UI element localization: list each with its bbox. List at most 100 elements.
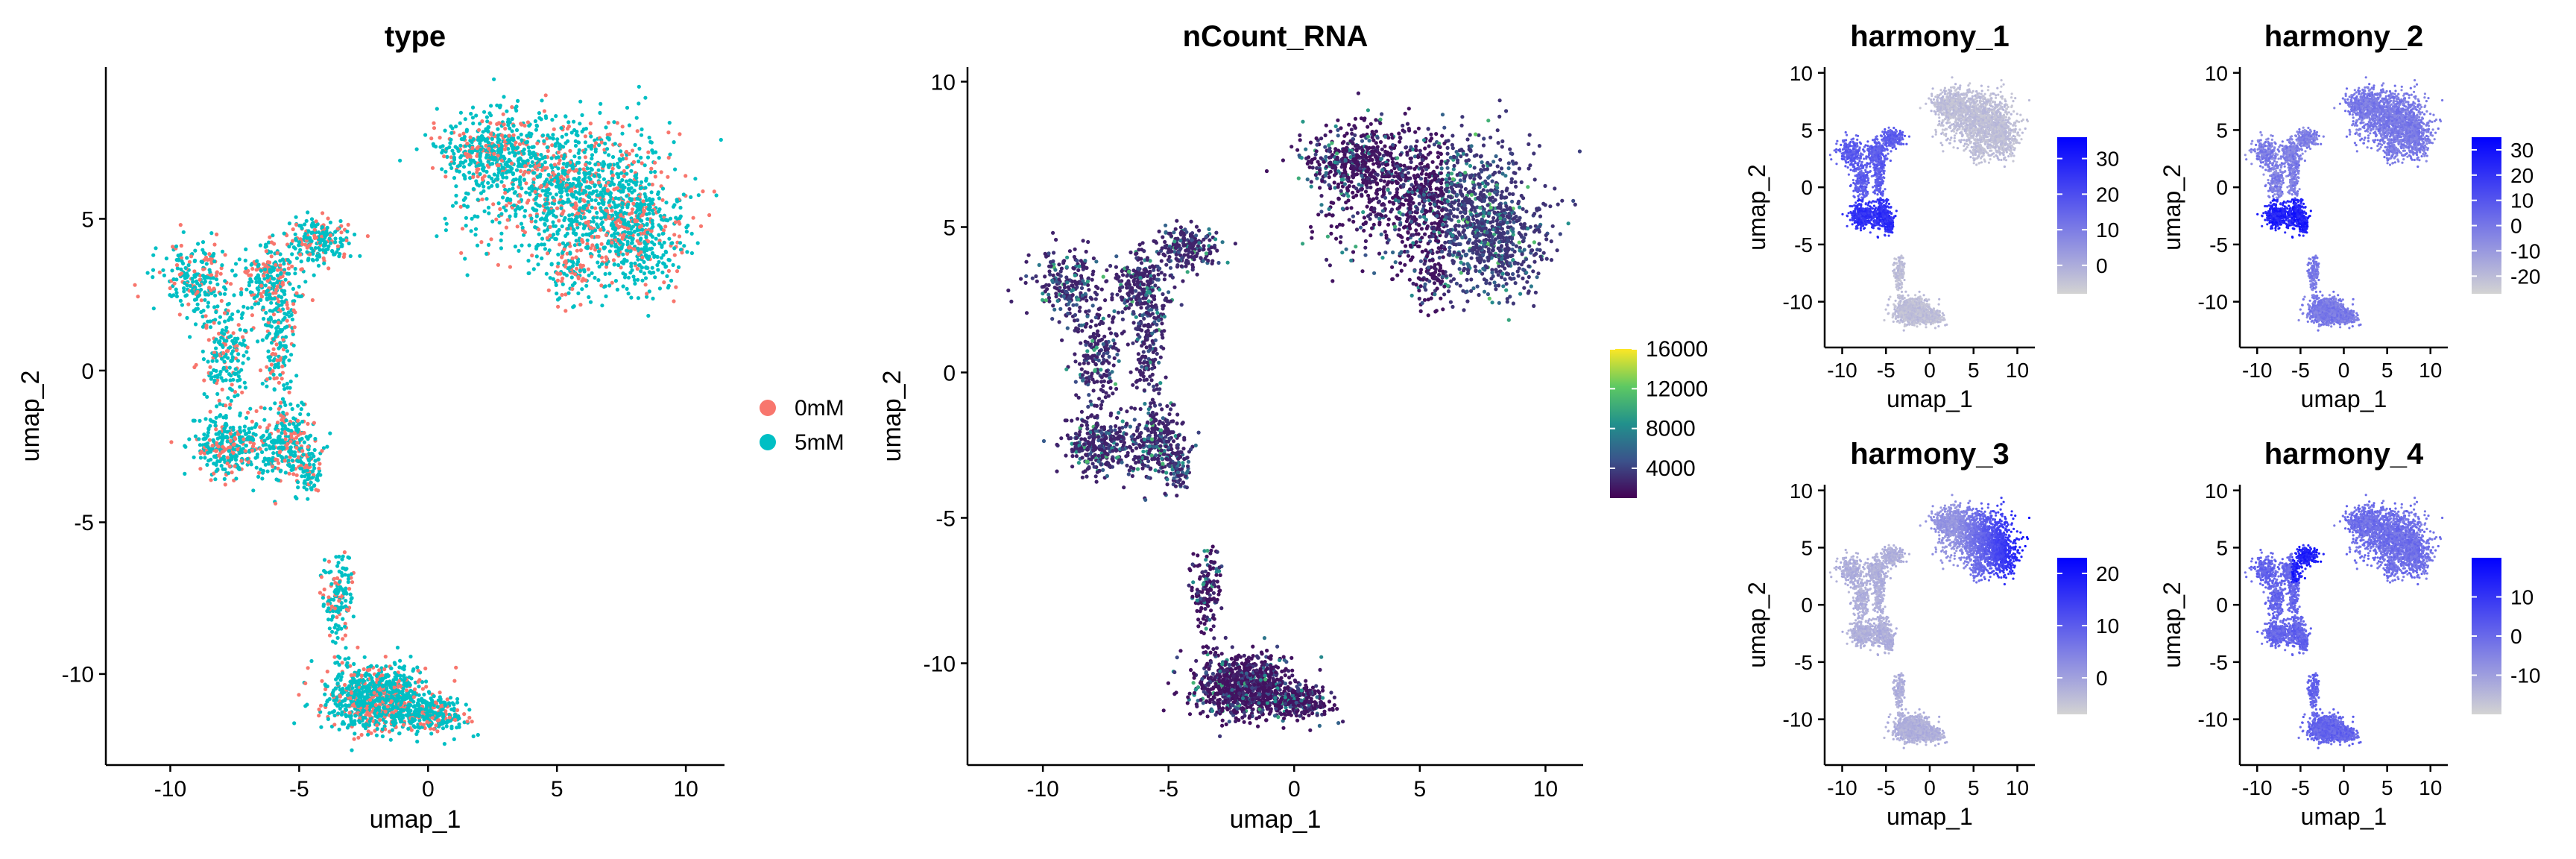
cell-point [197, 437, 201, 441]
cell-point [454, 184, 458, 188]
cell-point [336, 245, 340, 248]
cell-point [590, 180, 594, 184]
cell-point [574, 255, 578, 259]
cell-point [555, 271, 559, 275]
cell-point [382, 667, 386, 671]
cell-point [476, 146, 479, 150]
cell-point [247, 460, 250, 464]
cell-point [582, 268, 586, 271]
cell-point [643, 271, 646, 275]
cell-point [672, 263, 675, 267]
cell-point [362, 700, 366, 704]
cell-point [564, 216, 567, 220]
cell-point [334, 631, 338, 635]
cell-point [575, 215, 578, 218]
cell-point [273, 297, 277, 301]
cell-point [333, 236, 337, 240]
cell-point [558, 147, 561, 151]
cell-point [587, 274, 591, 277]
cell-point [532, 154, 536, 157]
cell-point [271, 444, 275, 448]
cell-point [590, 235, 594, 239]
cell-point [332, 723, 336, 726]
cell-point [514, 190, 517, 194]
cell-point [317, 472, 321, 476]
cell-point [508, 151, 511, 155]
cell-point [512, 124, 516, 128]
cell-point [661, 186, 665, 190]
cell-point [550, 143, 554, 147]
cell-point [591, 216, 595, 220]
cell-point [692, 216, 695, 220]
cell-point [449, 131, 453, 135]
cell-point [455, 169, 458, 173]
cell-point [690, 251, 694, 255]
cell-point [599, 184, 602, 188]
cell-point [205, 395, 209, 399]
cell-point [607, 121, 610, 125]
cell-point [610, 241, 613, 245]
cell-point [540, 98, 543, 102]
cell-point [399, 714, 402, 717]
cell-point [533, 190, 537, 194]
cell-point [489, 132, 493, 136]
cell-point [312, 421, 316, 425]
cell-point [638, 225, 642, 229]
cell-point [364, 671, 368, 675]
cell-point [470, 140, 474, 144]
cell-point [259, 368, 262, 372]
cell-point [400, 698, 404, 702]
cell-point [580, 113, 584, 117]
cell-point [205, 292, 209, 296]
cell-point [326, 226, 329, 230]
cell-point [454, 201, 458, 204]
cell-point [341, 687, 344, 690]
cell-point [222, 286, 226, 289]
cell-point [285, 428, 289, 432]
cell-point [206, 451, 209, 455]
cell-point [642, 209, 645, 213]
cell-point [287, 463, 291, 467]
cell-point [211, 444, 215, 447]
cell-point [660, 271, 664, 274]
cell-point [627, 276, 631, 280]
cell-point [555, 137, 559, 141]
cell-point [561, 277, 564, 280]
cell-point [335, 615, 338, 619]
cell-point [625, 194, 628, 198]
cell-point [293, 325, 297, 329]
cell-point [285, 446, 289, 450]
cell-point [580, 279, 584, 283]
cell-point [429, 136, 433, 140]
cell-point [571, 305, 575, 309]
cell-point [568, 265, 572, 269]
cell-point [286, 306, 290, 310]
cell-point [226, 349, 230, 353]
cell-point [651, 297, 654, 301]
cell-point [161, 268, 165, 272]
cell-point [581, 198, 585, 202]
cell-point [546, 145, 549, 149]
cell-point [557, 172, 561, 176]
cell-point [378, 712, 382, 716]
cell-point [635, 116, 639, 120]
cell-point [204, 314, 208, 318]
cell-point [550, 157, 554, 160]
cell-point [657, 156, 661, 160]
cell-point [291, 318, 294, 321]
cell-point [366, 690, 370, 693]
cell-point [254, 280, 258, 284]
cell-point [289, 432, 293, 436]
cell-point [335, 564, 339, 568]
cell-point [158, 271, 162, 274]
cell-point [465, 142, 469, 145]
cell-point [429, 731, 433, 735]
cell-point [449, 125, 452, 128]
cell-point [572, 120, 575, 124]
cell-point [646, 314, 650, 318]
cell-point [416, 725, 420, 729]
cell-point [645, 177, 648, 180]
cell-point [481, 198, 484, 201]
cell-point [301, 470, 305, 473]
cell-point [263, 268, 267, 271]
